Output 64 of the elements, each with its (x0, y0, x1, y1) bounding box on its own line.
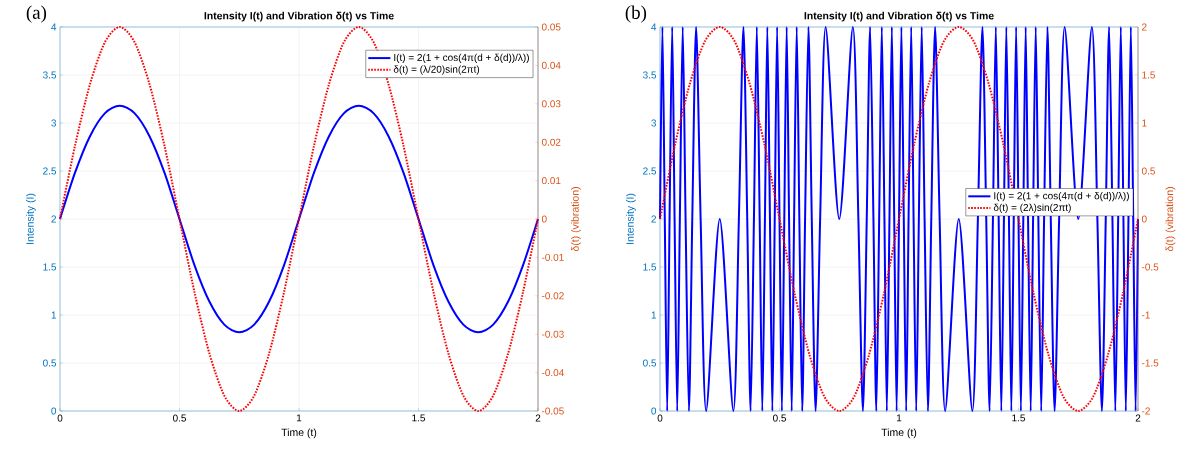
x-axis-title: Time (t) (281, 428, 317, 439)
x-tick-label: 0.5 (772, 414, 787, 422)
y2-tick-label: -0.5 (1141, 263, 1159, 271)
x-tick-label: 1 (297, 414, 302, 422)
line-series (59, 26, 540, 412)
y-tick-label: 1 (651, 311, 657, 319)
y2-axis-title: δ(t) (vibration) (571, 187, 581, 252)
y2-tick-label: 0.04 (541, 61, 561, 69)
y-tick-label: 1.5 (43, 263, 57, 271)
chart-title: Intensity I(t) and Vibration δ(t) vs Time (204, 11, 394, 22)
y2-tick-label: 2 (1142, 23, 1147, 31)
text: (a) (26, 5, 47, 23)
legend-label: δ(t) = (2λ)sin(2πt) (993, 203, 1071, 213)
y-tick-label: 4 (51, 23, 57, 31)
x-tick-label: 1 (897, 414, 902, 422)
y-axis-title: Intensity (I) (26, 193, 36, 244)
y-tick-label: 2 (51, 215, 56, 223)
text: (b) (625, 5, 647, 23)
y2-tick-label: 0.02 (541, 138, 561, 146)
x-tick-label: 0 (57, 414, 63, 422)
chart-title: Intensity I(t) and Vibration δ(t) vs Time (804, 11, 994, 22)
y-tick-label: 3.5 (643, 71, 657, 79)
legend-label: I(t) = 2(1 + cos(4π(d + δ(d))/λ)) (994, 191, 1129, 202)
y2-tick-label: 1.5 (1142, 71, 1155, 79)
y2-tick-label: 0 (541, 215, 547, 223)
y2-tick-label: 0.01 (541, 177, 561, 185)
y2-tick-label: -0.04 (541, 369, 564, 377)
y2-tick-label: 0.05 (541, 23, 561, 31)
y-tick-label: 2.5 (43, 167, 57, 175)
x-axis-title: Time (t) (881, 428, 917, 439)
x-tick-label: 1.5 (1012, 414, 1026, 422)
line-series (59, 104, 539, 334)
y2-tick-label: 0.5 (1141, 167, 1155, 175)
y2-tick-label: -1.5 (1141, 359, 1159, 367)
y2-tick-label: -2 (1141, 407, 1150, 415)
y2-tick-label: 1 (1142, 119, 1147, 127)
y-tick-label: 2 (651, 215, 656, 223)
y-tick-label: 1 (51, 311, 56, 319)
x-tick-label: 2 (1135, 414, 1141, 422)
y2-tick-label: -0.02 (541, 292, 564, 300)
y-tick-label: 0 (651, 407, 657, 415)
y-tick-label: 0 (51, 407, 57, 415)
y-tick-label: 0.5 (43, 359, 57, 367)
y-tick-label: 1.5 (643, 263, 657, 271)
y2-tick-label: -0.03 (541, 330, 564, 338)
x-tick-label: 0.5 (172, 414, 187, 422)
legend-label: δ(t) = (λ/20)sin(2πt) (393, 65, 480, 75)
y-tick-label: 0.5 (643, 359, 657, 367)
x-tick-label: 2 (535, 414, 541, 422)
y2-tick-label: -0.01 (541, 253, 564, 261)
y2-tick-label: -1 (1141, 311, 1150, 319)
y-axis-title: Intensity (I) (626, 193, 636, 244)
y-tick-label: 3 (651, 119, 657, 127)
y-tick-label: 3 (51, 119, 57, 127)
y-tick-label: 3.5 (43, 71, 57, 79)
y2-axis-title: δ(t) (vibration) (1165, 187, 1176, 252)
y-tick-label: 2.5 (643, 167, 657, 175)
y2-tick-label: 0 (1141, 215, 1147, 223)
y2-tick-label: 0.03 (541, 100, 561, 108)
legend-label: I(t) = 2(1 + cos(4π(d + δ(d))/λ)) (394, 53, 529, 64)
x-tick-label: 0 (657, 414, 663, 422)
y2-tick-label: -0.05 (541, 407, 564, 415)
x-tick-label: 1.5 (412, 414, 426, 422)
y-tick-label: 4 (651, 23, 657, 31)
